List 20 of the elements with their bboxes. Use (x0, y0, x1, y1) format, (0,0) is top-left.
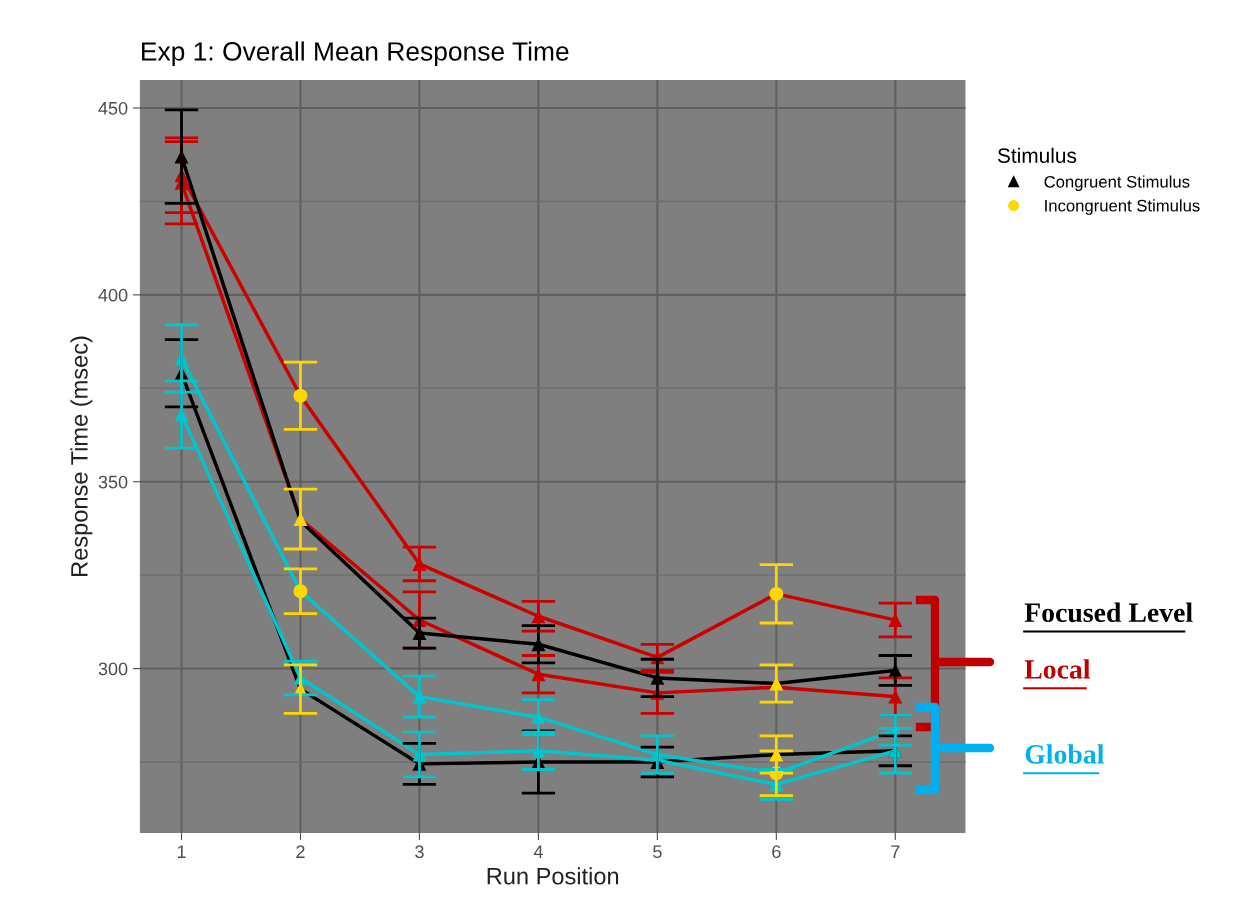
legend-title: Stimulus (997, 147, 1077, 163)
y-tick-label: 450 (98, 101, 128, 115)
x-tick-label: 4 (533, 845, 543, 858)
x-tick-label: 7 (891, 845, 900, 858)
y-tick-label: 350 (98, 475, 128, 489)
text: Local (1024, 659, 1091, 679)
chart-title: Exp 1: Overall Mean Response Time (142, 41, 569, 67)
x-tick-label: 6 (772, 845, 781, 859)
x-tick-label: 5 (653, 845, 662, 859)
y-tick-label: 300 (98, 662, 128, 676)
x-tick-label: 1 (177, 845, 186, 858)
x-tick-label: 3 (415, 845, 424, 859)
legend-label: Incongruent Stimulus (1045, 199, 1200, 215)
text: Global (1025, 744, 1104, 764)
x-tick-label: 2 (296, 845, 305, 858)
text: Focused Level (1024, 602, 1193, 623)
y-axis-title: Response Time (msec) (70, 336, 93, 576)
legend-label: Congruent Stimulus (1044, 175, 1190, 191)
y-tick-label: 400 (98, 288, 128, 302)
x-axis-title: Run Position (487, 867, 619, 885)
